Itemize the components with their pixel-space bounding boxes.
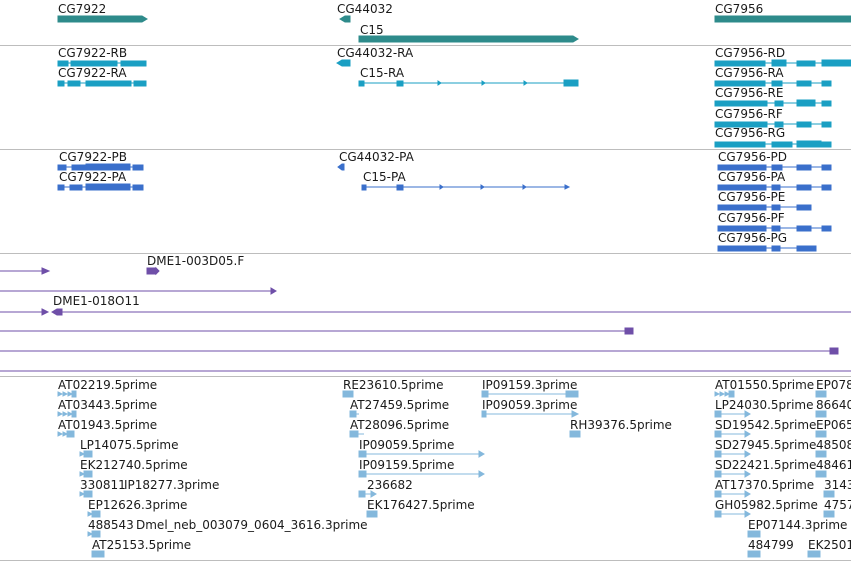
read-label[interactable]: EK176427.5prime [367,498,475,512]
est-track-glyphs [0,266,851,372]
read-label[interactable]: IP09159.3prime [482,378,578,392]
protein-track: CG7922-PB CG7922-PA CG44032-PA C15-PA CG… [0,150,851,253]
read-label[interactable]: GH05982.5prime [715,498,818,512]
read-label[interactable]: 236682 [367,478,413,492]
read-label[interactable]: EP065 [816,418,851,432]
read-label[interactable]: SD22421.5prime [715,458,817,472]
protein-track-glyphs [57,163,832,252]
mrna-cg7956-rg-label[interactable]: CG7956-RG [715,126,786,140]
read-label[interactable]: 488543 [88,518,134,532]
read-label[interactable]: LP14075.5prime [80,438,179,452]
track-divider [0,253,851,254]
read-label[interactable]: AT25153.5prime [92,538,192,552]
track-divider [0,45,851,46]
protein-cg7956-pa-label[interactable]: CG7956-PA [718,170,786,184]
gene-track-glyphs [57,15,851,43]
track-divider [0,376,851,377]
protein-c15-pa-label[interactable]: C15-PA [363,170,406,184]
mrna-cg7956-rd-label[interactable]: CG7956-RD [715,46,786,60]
protein-cg7956-pd-label[interactable]: CG7956-PD [718,150,788,164]
protein-cg7922-pb-label[interactable]: CG7922-PB [59,150,128,164]
gene-cg7922-bar [57,15,148,23]
read-label[interactable]: AT02219.5prime [58,378,158,392]
gene-track: CG7922 CG44032 C15 CG7956 [0,0,851,45]
read-label[interactable]: 3143 [824,478,851,492]
read-label[interactable]: EP078 [816,378,851,392]
read-label[interactable]: SD27945.5prime [715,438,817,452]
read-label[interactable]: 484799 [748,538,794,552]
read-label[interactable]: AT28096.5prime [350,418,450,432]
read-label[interactable]: AT01550.5prime [715,378,815,392]
gene-cg44032-bar [339,15,351,23]
est-dme1-003d05-label[interactable]: DME1-003D05.F [147,254,245,268]
read-label[interactable]: 330811 [80,478,126,492]
mrna-track-glyphs [57,59,851,148]
read-label[interactable]: RH39376.5prime [570,418,672,432]
read-label[interactable]: Dmel_neb_003079_0604_3616.3prime [136,518,368,532]
protein-cg7956-pf-label[interactable]: CG7956-PF [718,211,785,225]
protein-cg7956-pe-label[interactable]: CG7956-PE [718,190,786,204]
gene-c15-bar [358,35,579,43]
mrna-cg7956-rf-label[interactable]: CG7956-RF [715,107,783,121]
mrna-cg7956-re-label[interactable]: CG7956-RE [715,86,784,100]
mrna-track: CG7922-RB CG7922-RA CG44032-RA C15-RA CG… [0,46,851,149]
est-track: DME1-003D05.F DME1-018O11 [0,254,851,373]
read-label[interactable]: 86640 [816,398,851,412]
gene-c15-label[interactable]: C15 [360,23,384,37]
read-label[interactable]: IP09059.5prime [359,438,455,452]
protein-cg44032-pa-label[interactable]: CG44032-PA [339,150,414,164]
read-label[interactable]: AT03443.5prime [58,398,158,412]
est-dme1-018o11-label[interactable]: DME1-018O11 [53,294,140,308]
protein-cg7956-pg-label[interactable]: CG7956-PG [718,231,788,245]
gene-cg44032-label[interactable]: CG44032 [337,2,393,16]
read-label[interactable]: RE23610.5prime [343,378,444,392]
read-label[interactable]: EK2501 [808,538,851,552]
mrna-cg7922-ra-label[interactable]: CG7922-RA [58,66,127,80]
reads-track: AT02219.5prime AT03443.5prime AT01943.5p… [0,377,851,561]
gene-cg7956-bar [714,15,851,23]
mrna-cg44032-ra-label[interactable]: CG44032-RA [337,46,414,60]
read-label[interactable]: AT17370.5prime [715,478,815,492]
read-label[interactable]: EP07144.3prime [748,518,848,532]
mrna-cg7956-ra-label[interactable]: CG7956-RA [715,66,784,80]
read-label[interactable]: AT01943.5prime [58,418,158,432]
read-label[interactable]: EP12626.3prime [88,498,188,512]
read-label[interactable]: 4757 [824,498,851,512]
read-label[interactable]: IP18277.3prime [124,478,220,492]
gene-cg7956-label[interactable]: CG7956 [715,2,764,16]
read-label[interactable]: 48461 [816,458,851,472]
mrna-c15-ra-label[interactable]: C15-RA [360,66,405,80]
gene-cg7922-label[interactable]: CG7922 [58,2,107,16]
read-label[interactable]: EK212740.5prime [80,458,188,472]
read-label[interactable]: IP09159.5prime [359,458,455,472]
read-label[interactable]: AT27459.5prime [350,398,450,412]
protein-cg7922-pa-label[interactable]: CG7922-PA [59,170,127,184]
read-label[interactable]: IP09059.3prime [482,398,578,412]
track-divider [0,149,851,150]
read-label[interactable]: 48508 [816,438,851,452]
mrna-cg7922-rb-label[interactable]: CG7922-RB [58,46,128,60]
read-label[interactable]: LP24030.5prime [715,398,814,412]
read-label[interactable]: SD19542.5prime [715,418,817,432]
reads-track-glyphs [57,390,835,558]
